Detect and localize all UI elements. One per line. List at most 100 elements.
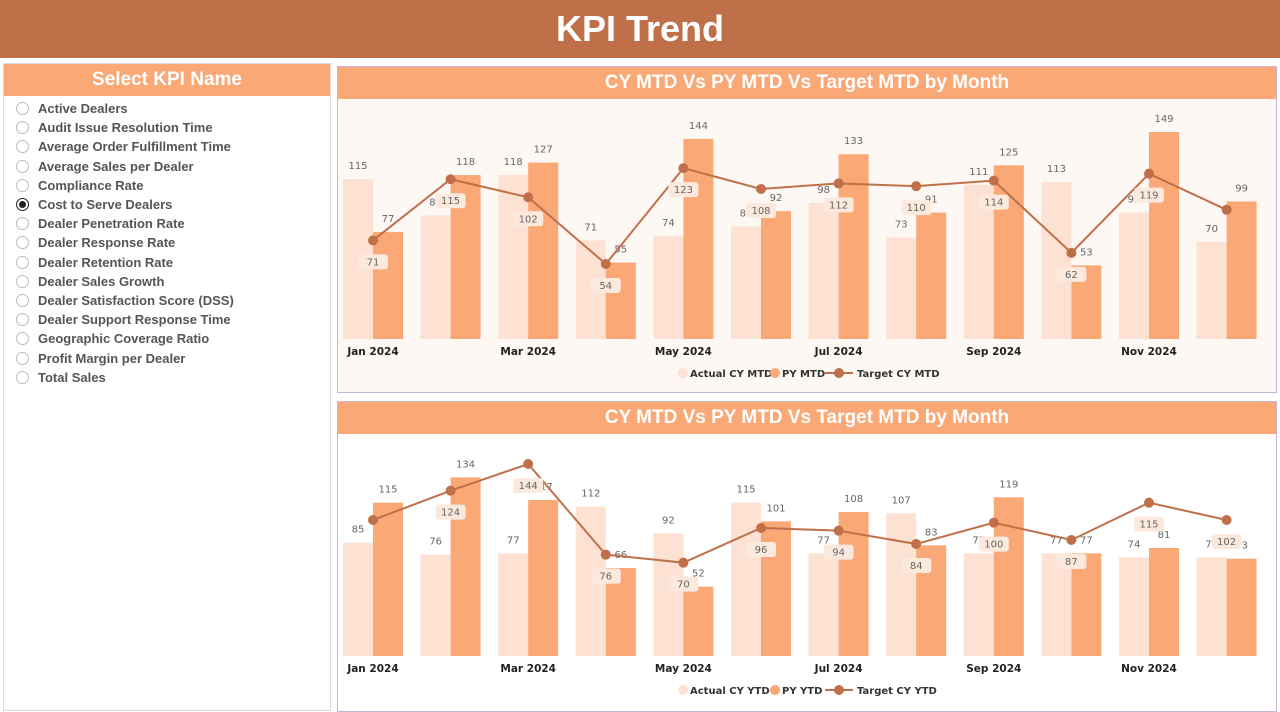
legend-target-icon <box>834 685 844 695</box>
target-data-label: 94 <box>832 548 845 559</box>
radio-button[interactable] <box>16 178 29 192</box>
radio-button[interactable] <box>16 198 29 212</box>
kpi-option[interactable]: Audit Issue Resolution Time <box>4 118 330 137</box>
data-label: 71 <box>584 222 597 233</box>
bar-py <box>993 165 1024 339</box>
label-bg <box>978 536 1009 552</box>
label-bg <box>746 542 776 557</box>
radio-button[interactable] <box>16 293 29 307</box>
x-tick-label: May 2024 <box>655 346 712 358</box>
target-data-label: 87 <box>1065 557 1078 568</box>
x-tick-label: Jul 2024 <box>814 346 863 358</box>
data-label: 52 <box>692 569 705 580</box>
radio-button[interactable] <box>16 140 29 154</box>
kpi-option[interactable]: Total Sales <box>4 368 330 387</box>
bar-py <box>528 500 559 656</box>
data-label: 108 <box>844 494 863 505</box>
bar-actual <box>886 513 917 656</box>
data-label: 98 <box>817 185 830 196</box>
radio-button[interactable] <box>16 313 29 327</box>
data-label: 112 <box>581 489 600 500</box>
data-label: 92 <box>662 515 675 526</box>
label-bg <box>1134 187 1164 203</box>
data-label: 70 <box>1205 224 1218 235</box>
kpi-option[interactable]: Active Dealers <box>4 99 330 118</box>
target-data-label: 114 <box>984 198 1003 209</box>
bar-py <box>1226 201 1257 339</box>
label-bg <box>1134 516 1164 532</box>
kpi-option[interactable]: Compliance Rate <box>4 176 330 195</box>
kpi-option[interactable]: Dealer Retention Rate <box>4 253 330 272</box>
legend-py-icon <box>770 368 780 378</box>
bar-actual <box>1041 553 1072 656</box>
data-label: 85 <box>352 525 365 536</box>
radio-button[interactable] <box>16 121 29 135</box>
kpi-option[interactable]: Profit Margin per Dealer <box>4 348 330 367</box>
bar-actual <box>731 226 761 339</box>
target-point <box>1066 247 1077 258</box>
bar-actual <box>653 236 684 339</box>
target-data-label: 102 <box>1217 537 1236 548</box>
target-data-label: 71 <box>367 257 380 268</box>
chart-title: CY MTD Vs PY MTD Vs Target MTD by Month <box>338 402 1276 434</box>
kpi-option-label: Dealer Penetration Rate <box>38 216 185 232</box>
target-data-label: 96 <box>755 545 768 556</box>
radio-button[interactable] <box>16 236 29 250</box>
kpi-option[interactable]: Dealer Penetration Rate <box>4 214 330 233</box>
data-label: 74 <box>1128 539 1141 550</box>
kpi-option[interactable]: Average Sales per Dealer <box>4 157 330 176</box>
kpi-list: Active Dealers Audit Issue Resolution Tim… <box>4 96 330 387</box>
target-point <box>988 517 999 528</box>
kpi-option[interactable]: Dealer Response Rate <box>4 233 330 252</box>
target-point <box>911 539 922 549</box>
radio-button[interactable] <box>16 332 29 346</box>
label-bg <box>1211 534 1242 549</box>
x-tick-label: Nov 2024 <box>1121 663 1177 675</box>
x-tick-label: Mar 2024 <box>500 663 556 675</box>
bar-py <box>1149 548 1179 656</box>
kpi-option[interactable]: Average Order Fulfillment Time <box>4 137 330 156</box>
label-bg <box>513 478 544 493</box>
data-label: 77 <box>817 535 830 546</box>
kpi-option[interactable]: Dealer Support Response Time <box>4 310 330 329</box>
bar-py <box>450 477 481 656</box>
radio-button[interactable] <box>16 159 29 173</box>
legend-actual: Actual CY MTD <box>690 369 772 380</box>
kpi-option[interactable]: Dealer Sales Growth <box>4 272 330 291</box>
x-tick-label: Jan 2024 <box>346 346 398 358</box>
target-data-label: 144 <box>519 481 538 492</box>
bar-actual <box>808 553 839 656</box>
target-point <box>1144 497 1154 508</box>
chart-title: CY MTD Vs PY MTD Vs Target MTD by Month <box>338 67 1276 99</box>
data-label: 118 <box>504 157 523 168</box>
radio-button[interactable] <box>16 217 29 231</box>
radio-button[interactable] <box>16 274 29 288</box>
target-data-label: 123 <box>674 185 693 196</box>
kpi-slicer: Select KPI Name Active Dealers Audit Issu… <box>3 63 331 711</box>
data-label: 134 <box>456 459 475 470</box>
target-data-label: 115 <box>441 196 460 207</box>
radio-button[interactable] <box>16 255 29 269</box>
kpi-option-label: Dealer Response Rate <box>38 235 176 251</box>
target-point <box>1221 515 1232 525</box>
bar-actual <box>498 553 529 656</box>
radio-button[interactable] <box>16 370 29 384</box>
label-bg <box>590 568 621 584</box>
kpi-option[interactable]: Geographic Coverage Ratio <box>4 329 330 348</box>
radio-button[interactable] <box>16 351 29 365</box>
kpi-option-label: Average Order Fulfillment Time <box>38 139 231 155</box>
kpi-option[interactable]: Dealer Satisfaction Score (DSS) <box>4 291 330 310</box>
radio-button[interactable] <box>16 102 29 116</box>
kpi-option[interactable]: Cost to Serve Dealers <box>4 195 330 214</box>
bar-actual <box>1041 182 1072 339</box>
data-label: 117 <box>534 482 553 493</box>
data-label: 107 <box>892 495 911 506</box>
data-label: 115 <box>378 485 397 496</box>
mtd-chart-panel: CY MTD Vs PY MTD Vs Target MTD by Month … <box>337 66 1277 393</box>
target-data-label: 110 <box>907 203 926 214</box>
kpi-option-label: Average Sales per Dealer <box>38 158 194 174</box>
legend-actual: Actual CY YTD <box>690 686 770 697</box>
kpi-option-label: Total Sales <box>38 369 106 385</box>
